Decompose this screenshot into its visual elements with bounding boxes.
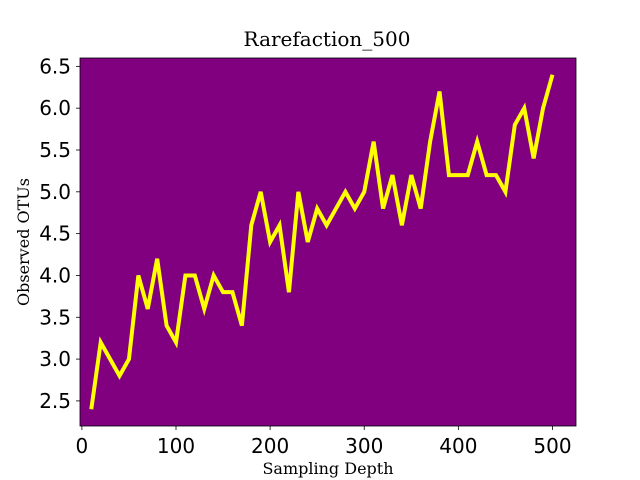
x-tick-label: 0 [76,434,89,458]
y-tick-label: 5.0 [39,180,71,204]
x-tick-label: 100 [157,434,195,458]
series-line-0 [89,74,555,410]
chart-title: Rarefaction_500 [244,27,411,51]
y-tick-label: 3.5 [39,305,71,329]
y-tick-label: 6.5 [39,54,71,78]
series-layer [89,74,555,410]
y-tick-label: 6.0 [39,96,71,120]
y-tick-label: 4.0 [39,263,71,287]
x-tick-label: 500 [533,434,571,458]
plot-area [80,58,576,426]
x-tick-label: 400 [439,434,477,458]
x-tick-label: 300 [345,434,383,458]
y-tick-label: 3.0 [39,347,71,371]
y-tick-label: 2.5 [39,389,71,413]
y-tick-label: 5.5 [39,138,71,162]
y-tick-label: 4.5 [39,222,71,246]
y-axis-label: Observed OTUs [14,178,33,306]
x-axis-label: Sampling Depth [262,459,393,478]
plot-frame [79,57,577,427]
x-axis-ticks: 0 100 200 300 400 500 [76,426,572,458]
y-axis-ticks: 2.5 3.0 3.5 4.0 4.5 5.0 5.5 6.0 6.5 [39,54,80,413]
x-tick-label: 200 [251,434,289,458]
